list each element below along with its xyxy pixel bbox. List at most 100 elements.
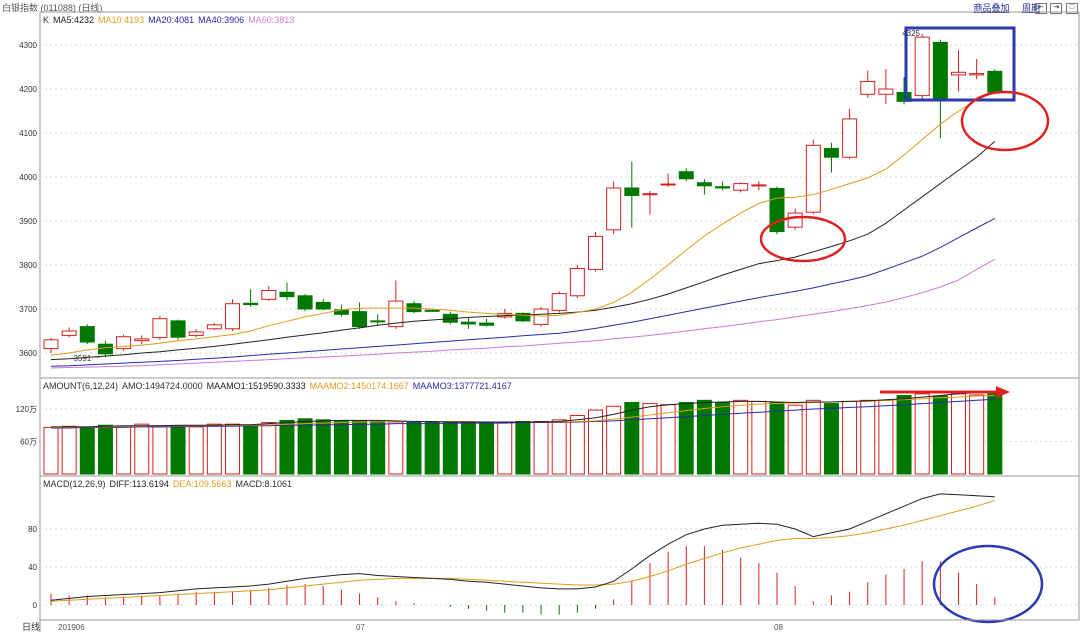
- amount-legend: AMOUNT(6,12,24) AMO:1494724.0000 MAAMO1:15…: [43, 381, 512, 391]
- y-tick-label: 3900: [19, 217, 37, 226]
- candle: [733, 183, 749, 191]
- window-buttons: ⇤ ⇥ □: [1034, 1, 1078, 14]
- amount-bar: [515, 420, 531, 475]
- y-tick-label: 3800: [19, 261, 37, 270]
- amount-bar: [152, 426, 168, 475]
- amount-bar: [370, 420, 386, 475]
- amount-bar: [569, 415, 585, 475]
- ma20-line: [50, 141, 996, 361]
- amount-bar: [842, 400, 858, 475]
- amount-bar: [769, 402, 785, 475]
- amount-bar: [733, 399, 749, 475]
- top-links: 商品叠加 周期: [963, 1, 1040, 14]
- highlight-ellipse: [960, 90, 1050, 152]
- amount-bar: [678, 402, 694, 475]
- legend-item: MA10:4193: [98, 15, 144, 25]
- amount-bar: [479, 422, 495, 475]
- y-axis-ticks: 3600 3700 3800 3900 4000 4100 4200 4300 60万 120万 0…: [16, 41, 38, 610]
- candle: [261, 290, 277, 300]
- y-tick-label: 3700: [19, 305, 37, 314]
- amount-bar: [424, 421, 440, 475]
- legend-item: MA5:4232: [53, 15, 94, 25]
- legend-item: AMO:1494724.0000: [122, 381, 203, 391]
- candle: [678, 171, 694, 180]
- amount-bar: [43, 426, 59, 475]
- amount-bar: [951, 393, 966, 475]
- amount-bar: [932, 395, 948, 475]
- amount-bar: [823, 403, 839, 475]
- prev-button[interactable]: ⇤: [1034, 3, 1047, 14]
- amount-bar: [460, 422, 476, 475]
- candle: [315, 301, 331, 310]
- moving-average-lines: [50, 91, 996, 369]
- amount-bar: [642, 403, 658, 475]
- legend-item: DEA:109.5663: [173, 479, 232, 489]
- candle: [152, 318, 168, 339]
- candlesticks: [43, 34, 1003, 357]
- y-tick-label: 0: [33, 601, 38, 610]
- amount-bar: [551, 419, 567, 475]
- amount-bar: [588, 409, 603, 475]
- amount-bar: [606, 405, 622, 475]
- amount-bar: [225, 423, 240, 475]
- amount-bar: [388, 421, 404, 475]
- amount-bar: [297, 418, 313, 475]
- amount-bar: [261, 422, 277, 475]
- y-tick-label: 4300: [19, 41, 37, 50]
- candle: [642, 193, 658, 196]
- candle: [134, 338, 150, 342]
- maamo1-line: [51, 391, 995, 428]
- date-label-201906: 201906: [58, 623, 85, 632]
- overlay-link[interactable]: 商品叠加: [973, 3, 1010, 13]
- y-tick-label: 40: [28, 563, 37, 572]
- highlight-ellipse: [932, 544, 1044, 624]
- candle: [460, 321, 476, 325]
- amount-bar: [170, 425, 186, 475]
- next-button[interactable]: ⇥: [1050, 3, 1063, 14]
- amount-bar: [624, 402, 640, 475]
- amount-bar: [787, 404, 803, 475]
- highlight-ellipse: [759, 215, 847, 263]
- legend-item: DIFF:113.6194: [110, 479, 169, 489]
- candle: [842, 118, 858, 158]
- candle: [896, 92, 912, 102]
- y-tick-label: 120万: [16, 405, 37, 414]
- macd-histogram: [50, 493, 996, 615]
- amount-bar: [805, 399, 821, 475]
- amount-bar: [97, 424, 113, 475]
- candle: [370, 320, 386, 323]
- y-tick-label: 4100: [19, 129, 37, 138]
- legend-item: K: [43, 15, 49, 25]
- legends: K MA5:4232 MA10:4193 MA20:4081 MA40:3906 MA60…: [43, 15, 512, 489]
- low-price-label: 3591: [73, 354, 91, 363]
- legend-item: MAAMO3:1377721.4167: [413, 381, 512, 391]
- candle: [170, 320, 186, 338]
- candle: [243, 302, 259, 306]
- candle: [279, 291, 295, 298]
- period-label: 日线: [22, 621, 40, 632]
- amount-bar: [969, 394, 985, 475]
- candle: [116, 336, 132, 350]
- legend-item: MA20:4081: [148, 15, 194, 25]
- candle: [715, 186, 731, 189]
- candle: [787, 212, 803, 228]
- amount-bar: [715, 402, 731, 475]
- candle: [751, 184, 767, 187]
- legend-item: AMOUNT(6,12,24): [43, 381, 118, 391]
- candle: [352, 311, 368, 328]
- legend-item: MA40:3906: [198, 15, 244, 25]
- candle: [878, 88, 894, 95]
- amount-bar: [333, 420, 349, 475]
- ma10-line: [50, 91, 995, 356]
- candle: [188, 331, 204, 336]
- maximize-button[interactable]: □: [1066, 3, 1078, 14]
- candle: [606, 187, 622, 231]
- period-link[interactable]: 周期: [1021, 3, 1040, 13]
- amount-bar: [352, 420, 368, 475]
- candle: [969, 73, 985, 76]
- ma60-line: [50, 258, 996, 369]
- date-label-08: 08: [774, 623, 783, 632]
- amount-bar: [79, 426, 95, 475]
- candle: [97, 343, 113, 355]
- window-title: 白银指数 (011088) (日线): [2, 3, 103, 13]
